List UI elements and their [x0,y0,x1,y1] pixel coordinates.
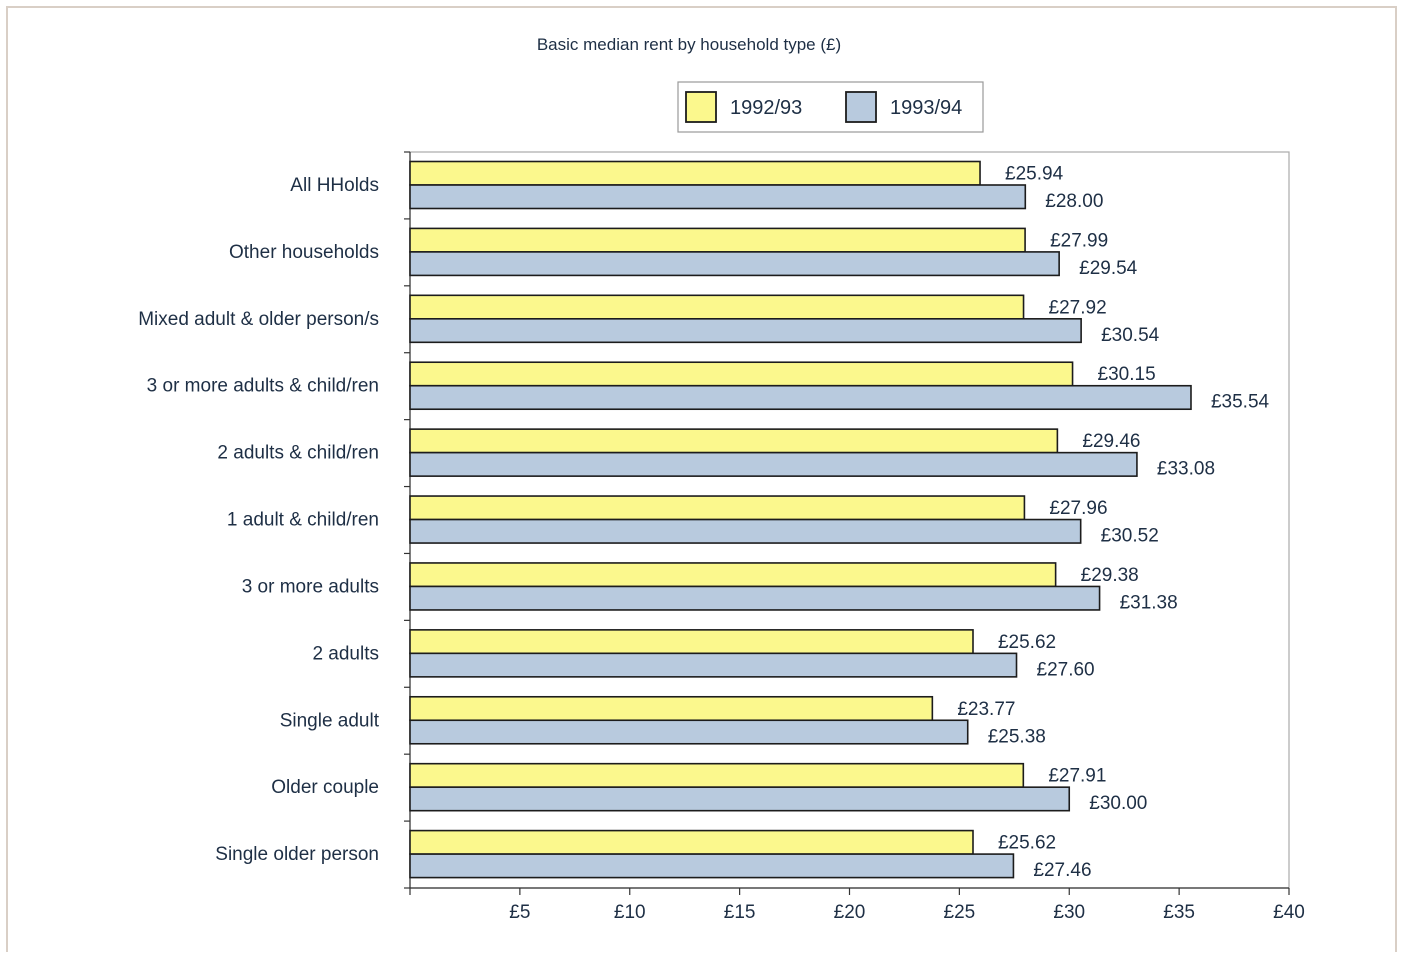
x-tick-label: £20 [834,902,866,923]
x-tick-label: £35 [1163,902,1195,923]
x-tick-label: £25 [944,902,976,923]
bar-1993-94 [409,719,969,745]
data-label: £27.96 [1049,498,1107,519]
data-label: £27.99 [1050,230,1108,251]
data-label: £27.60 [1037,659,1095,680]
x-tick-label: £5 [509,902,530,923]
x-tick-label: £30 [1053,902,1085,923]
bar-1993-94 [409,251,1060,277]
data-label: £30.54 [1101,325,1160,346]
data-label: £27.91 [1048,766,1106,787]
data-label: £28.00 [1045,191,1103,212]
bar-1992-93 [409,562,1057,588]
bar-1993-94 [409,786,1071,812]
x-axis-ticks: £5 £10 £15 £20 £25 £30 £35 £40 [409,888,1305,923]
chart-frame: Basic median rent by household type (£) … [6,6,1397,952]
x-tick-label: £40 [1273,902,1305,923]
bar-1992-93 [409,294,1025,320]
bar-1992-93 [409,695,934,722]
bar-1992-93 [409,227,1026,253]
data-label: £25.38 [988,726,1046,747]
category-label: All HHolds [290,175,379,196]
category-label: Single adult [280,710,380,731]
data-label: £31.38 [1120,592,1178,613]
chart-title: Basic median rent by household type (£) [537,35,841,54]
bar-1992-93 [409,361,1074,387]
bar-1993-94 [409,184,1027,210]
x-tick-label: £10 [614,902,646,923]
bar-1993-94 [409,318,1082,344]
category-label: 3 or more adults & child/ren [147,376,379,397]
bar-chart: Basic median rent by household type (£) … [138,35,1305,923]
data-label: £25.62 [998,833,1056,854]
category-labels: All HHolds Other households Mixed adult & … [138,175,380,865]
data-label: £25.62 [998,632,1056,653]
legend: 1992/93 1993/94 [677,81,984,133]
value-labels: £25.94 £28.00 £27.99 £29.54 £27.92 £30.54 £30.… [957,164,1269,882]
bar-1992-93 [409,829,974,855]
category-label: 2 adults [312,643,379,664]
data-label: £23.77 [957,699,1015,720]
data-label: £33.08 [1157,459,1215,480]
bar-1992-93 [409,762,1025,788]
x-tick-label: £15 [724,902,756,923]
data-label: £30.52 [1101,526,1159,547]
data-label: £29.46 [1082,431,1140,452]
bar-1993-94 [409,853,1015,879]
data-label: £27.92 [1049,297,1107,318]
bar-1993-94 [409,652,1018,678]
bar-1993-94 [409,384,1192,411]
data-label: £25.94 [1005,164,1064,185]
category-label: Older couple [271,777,379,798]
legend-label: 1992/93 [730,97,802,119]
category-label: 3 or more adults [242,576,379,597]
bar-1992-93 [409,629,974,655]
data-label: £30.15 [1098,364,1156,385]
category-label: 2 adults & child/ren [217,443,379,464]
data-label: £29.54 [1079,258,1138,279]
category-ticks [404,151,410,889]
legend-label: 1993/94 [890,97,962,119]
legend-swatch [845,91,877,123]
legend-box [677,81,984,133]
legend-swatch [685,91,717,123]
category-label: Single older person [215,844,379,865]
category-label: 1 adult & child/ren [227,510,379,531]
bar-1993-94 [409,451,1138,477]
category-label: Other households [229,242,379,263]
bar-1992-93 [409,160,981,186]
bar-1992-93 [409,428,1059,454]
data-label: £27.46 [1033,860,1091,881]
data-label: £29.38 [1081,565,1139,586]
category-label: Mixed adult & older person/s [138,309,379,330]
data-label: £35.54 [1211,392,1270,413]
bar-1993-94 [409,518,1082,544]
data-label: £30.00 [1089,793,1147,814]
bars [409,160,1192,879]
bar-1993-94 [409,585,1101,611]
bar-1992-93 [409,495,1026,521]
